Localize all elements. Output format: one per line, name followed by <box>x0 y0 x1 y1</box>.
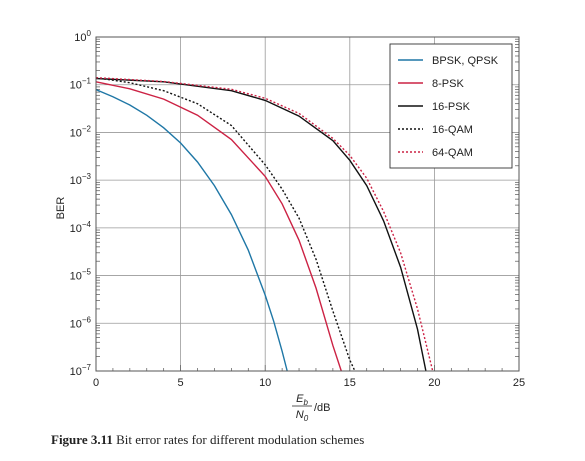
x-tick-label: 5 <box>178 377 184 389</box>
y-tick-label: 10−2 <box>70 124 92 139</box>
x-tick-label: 25 <box>513 377 525 389</box>
x-label-denominator: N0 <box>296 409 309 423</box>
series-line-8-psk <box>95 81 342 372</box>
x-label-numerator: Eb <box>296 393 308 407</box>
y-axis-label: BER <box>55 197 67 220</box>
series-line-bpsk-qpsk <box>95 88 288 372</box>
y-tick-label: 10−3 <box>70 172 92 187</box>
legend-label: 64-QAM <box>432 147 473 159</box>
legend: BPSK, QPSK 8-PSK 16-PSK 16-QAM 64-QAM <box>389 43 513 169</box>
plot-frame <box>95 36 520 372</box>
y-tick-label: 10−6 <box>70 315 92 330</box>
x-tick-label: 15 <box>344 377 356 389</box>
ber-chart: 0 5 10 15 20 25 10010−110−210−310−410−510−610… <box>55 29 525 423</box>
figure-caption: Figure 3.11 Bit error rates for differen… <box>51 432 571 448</box>
y-tick-labels: 100 10−1 10−2 10−3 10−4 10−5 10−6 10−7 <box>70 29 92 378</box>
figure-number: Figure 3.11 <box>51 432 113 447</box>
x-label-unit: /dB <box>314 402 331 414</box>
legend-label: 8-PSK <box>432 78 464 90</box>
legend-label: 16-PSK <box>432 101 471 113</box>
y-tick-label: 100 <box>74 29 91 44</box>
x-axis-label: Eb N0/dB <box>292 393 331 423</box>
x-tick-label: 0 <box>93 377 99 389</box>
x-tick-label: 10 <box>259 377 271 389</box>
y-tick-label: 10−1 <box>70 77 92 92</box>
series-curves <box>95 77 434 372</box>
series-line-16-psk <box>95 77 427 372</box>
series-line-64-qam <box>95 77 434 372</box>
series-line-16-qam <box>95 77 356 372</box>
minor-ticks <box>95 38 520 371</box>
x-tick-labels: 0 5 10 15 20 25 <box>93 377 525 389</box>
legend-label: BPSK, QPSK <box>432 55 499 67</box>
y-tick-label: 10−7 <box>70 363 92 378</box>
y-tick-label: 10−5 <box>70 268 92 283</box>
x-tick-label: 20 <box>428 377 440 389</box>
caption-text: Bit error rates for different modulation… <box>116 432 365 447</box>
y-tick-label: 10−4 <box>70 220 92 235</box>
legend-label: 16-QAM <box>432 124 473 136</box>
